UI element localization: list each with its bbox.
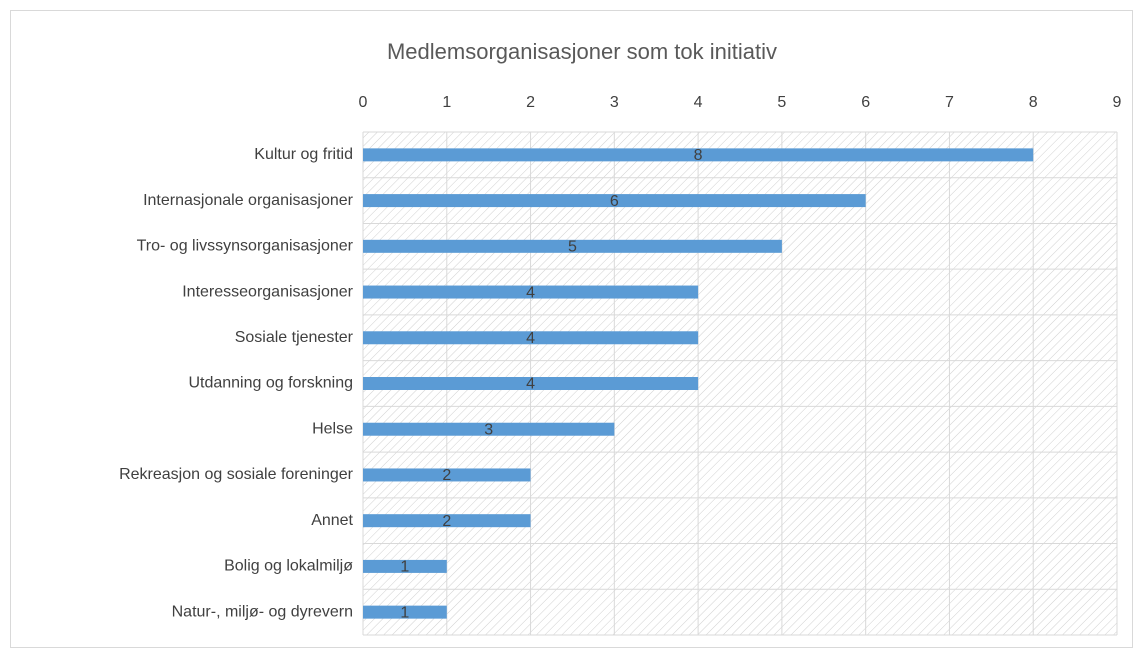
data-label: 2 (442, 513, 451, 530)
y-tick-label: Sosiale tjenester (235, 329, 354, 346)
data-label: 3 (484, 421, 493, 438)
x-tick-label: 5 (777, 94, 786, 111)
data-label: 6 (610, 193, 619, 210)
y-tick-label: Natur-, miljø- og dyrevern (172, 603, 353, 620)
x-tick-label: 7 (945, 94, 954, 111)
data-label: 1 (400, 559, 409, 576)
bar (363, 148, 1034, 162)
y-tick-label: Interesseorganisasjoner (182, 283, 353, 300)
y-tick-label: Internasjonale organisasjoner (143, 192, 354, 209)
data-label: 4 (526, 284, 535, 301)
y-tick-label: Tro- og livssynsorganisasjoner (137, 238, 354, 255)
y-tick-label: Utdanning og forskning (188, 375, 353, 392)
y-tick-label: Kultur og fritid (254, 146, 353, 163)
x-tick-label: 1 (442, 94, 451, 111)
y-tick-label: Rekreasjon og sosiale foreninger (119, 466, 354, 483)
data-label: 4 (526, 330, 535, 347)
data-label: 1 (400, 604, 409, 621)
y-tick-label: Helse (312, 420, 353, 437)
bar (363, 377, 699, 390)
data-label: 8 (694, 147, 703, 164)
bar (363, 239, 782, 253)
bar (363, 422, 615, 436)
data-label: 4 (526, 376, 535, 393)
bar (363, 194, 866, 208)
x-tick-label: 3 (610, 94, 619, 111)
x-tick-label: 0 (359, 94, 368, 111)
y-tick-label: Bolig og lokalmiljø (224, 558, 353, 575)
bar (363, 285, 699, 299)
x-tick-label: 4 (694, 94, 703, 111)
data-label: 2 (442, 467, 451, 484)
x-tick-label: 8 (1029, 94, 1038, 111)
x-tick-label: 9 (1113, 94, 1122, 111)
x-tick-label: 6 (861, 94, 870, 111)
bar (363, 468, 531, 482)
chart-title: Medlemsorganisasjoner som tok initiativ (387, 39, 777, 64)
bar (363, 605, 447, 619)
bar (363, 514, 531, 528)
bar (363, 331, 699, 345)
x-tick-label: 2 (526, 94, 535, 111)
y-tick-label: Annet (311, 512, 353, 529)
data-label: 5 (568, 239, 577, 256)
bar (363, 559, 447, 573)
